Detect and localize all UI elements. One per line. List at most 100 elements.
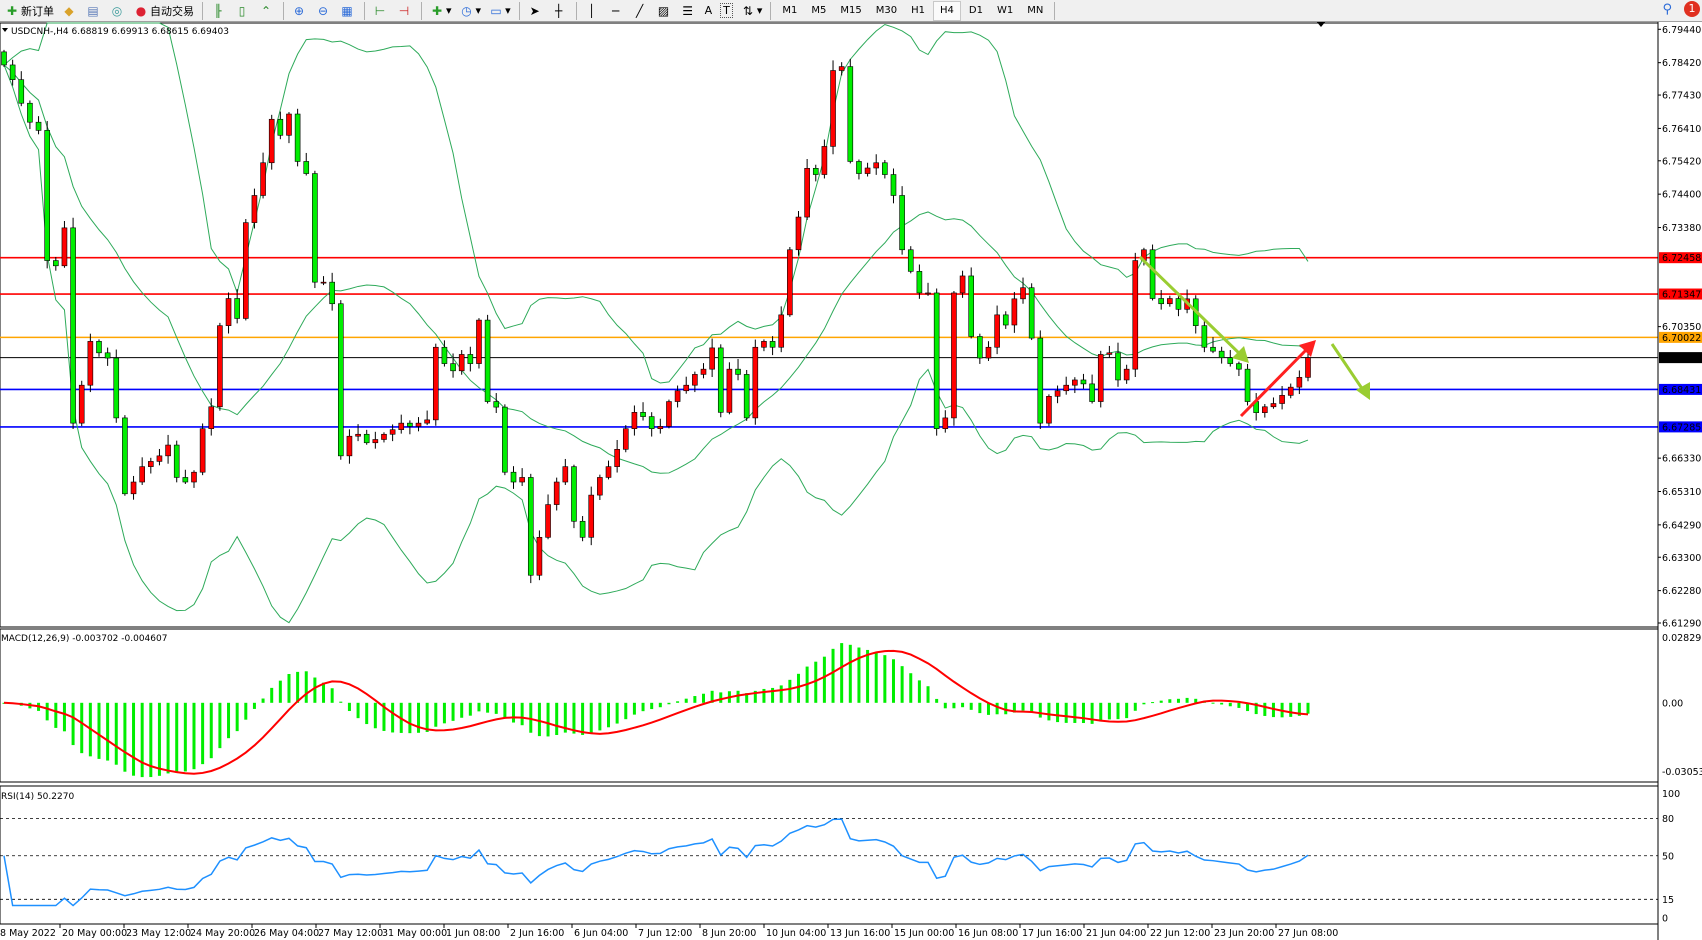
channel-button[interactable]: ▨ [654, 1, 676, 21]
macd-histogram-bar [986, 702, 990, 715]
macd-histogram-bar [175, 702, 179, 773]
candle-body [372, 439, 379, 444]
chart-shift-button[interactable]: ⊣ [394, 1, 416, 21]
candle [1262, 404, 1268, 418]
time-axis-label: 7 Jun 12:00 [638, 928, 692, 939]
analysis-arrows[interactable] [1138, 255, 1370, 418]
price-axis-label: 6.79440 [1662, 25, 1701, 36]
divider [1054, 1, 1056, 20]
candlestick-button[interactable]: ▯ [232, 1, 254, 21]
candle-body [674, 390, 681, 402]
price-axis-label: 6.71347 [1662, 290, 1701, 301]
price-axis-label: 6.73380 [1662, 223, 1701, 234]
text-label-button[interactable]: T [717, 1, 736, 21]
projection-arrow[interactable] [1330, 343, 1367, 394]
chart-shift-marker-icon[interactable] [1316, 22, 1326, 27]
periods-button[interactable]: ◷ ▾ [461, 3, 482, 18]
arrow-head-icon [1232, 346, 1249, 363]
candle [1132, 252, 1139, 378]
candle-body [337, 303, 344, 457]
terminal-icon: ▤ [87, 3, 99, 18]
horizontal-line-button[interactable]: ─ [606, 1, 628, 21]
timeframe-m30[interactable]: M30 [875, 5, 898, 16]
candle-body [355, 433, 361, 437]
auto-trading-button[interactable]: ● 自动交易 [135, 3, 194, 18]
candle-body [942, 417, 949, 429]
candle [355, 424, 361, 442]
vertical-line-button[interactable]: │ [582, 1, 604, 21]
indicators-button[interactable]: ✚ ▾ [431, 3, 452, 18]
down-trend-arrow[interactable] [1138, 255, 1245, 359]
timeframe-d1[interactable]: D1 [968, 5, 983, 16]
timeframe-w1[interactable]: W1 [996, 5, 1014, 16]
fibonacci-button[interactable]: ☰ [678, 1, 700, 21]
time-axis-label: 2 Jun 16:00 [510, 928, 564, 939]
candle-body [579, 520, 586, 538]
text-button[interactable]: A [704, 4, 713, 17]
candle [1106, 345, 1113, 358]
bar-chart-icon: ╟ [214, 3, 222, 18]
candle [916, 264, 923, 299]
crosshair-button[interactable]: ┼ [549, 1, 571, 21]
candle [432, 343, 439, 426]
auto-scroll-button[interactable]: ⊢ [370, 1, 392, 21]
macd-histogram-bar [615, 702, 619, 724]
candle [484, 314, 491, 404]
bar-chart-button[interactable]: ╟ [208, 1, 230, 21]
notification-badge[interactable]: 1 [1684, 1, 1700, 17]
candle [1028, 283, 1035, 341]
signals-button[interactable]: ◎ [107, 1, 129, 21]
macd-histogram-bar [1185, 697, 1189, 703]
timeframe-h1[interactable]: H1 [911, 5, 925, 16]
macd-histogram-bar [701, 693, 705, 703]
macd-histogram-bar [1168, 699, 1172, 703]
candle-body [104, 352, 111, 359]
candle [1296, 370, 1303, 395]
tile-windows-button[interactable]: ▦ [337, 1, 359, 21]
macd-histogram-bar [624, 702, 628, 720]
timeframe-m15[interactable]: M15 [840, 5, 862, 16]
timeframe-mn[interactable]: MN [1027, 5, 1044, 16]
metaeditor-button[interactable]: ◆ [59, 1, 81, 21]
macd-histogram-bar [71, 702, 75, 746]
candle-body [294, 113, 301, 162]
zoom-in-button[interactable]: ⊕ [289, 1, 311, 21]
price-level-tag [1659, 331, 1702, 343]
macd-histogram-bar [779, 685, 783, 703]
candle-body [562, 466, 569, 483]
candle [303, 152, 310, 176]
arrows-button[interactable]: ⇅ ▾ [742, 3, 763, 18]
time-axis-label: 17 Jun 16:00 [1022, 928, 1082, 939]
macd-histogram-bar [192, 702, 196, 770]
templates-button[interactable]: ▭ ▾ [490, 3, 511, 18]
trendline-button[interactable]: ╱ [630, 1, 652, 21]
chart-window[interactable]: 6.79440 6.78420 6.77430 6.76410 6.75420 6.744… [0, 22, 1702, 940]
macd-histogram-bar [632, 702, 636, 715]
macd-histogram-bar [529, 702, 533, 733]
candle [1080, 373, 1087, 389]
candle [847, 58, 854, 164]
up-trend-arrow[interactable] [1239, 344, 1312, 418]
candle-body [61, 227, 68, 267]
timeframe-h4[interactable]: H4 [933, 0, 961, 21]
macd-histogram-bar [252, 702, 256, 709]
candle-body [977, 336, 983, 359]
timeframe-m1[interactable]: M1 [782, 5, 798, 16]
cursor-button[interactable]: ➤ [525, 1, 547, 21]
time-axis-label: 16 Jun 08:00 [958, 928, 1018, 939]
time-axis-label: 10 Jun 04:00 [766, 928, 826, 939]
collapse-arrow-icon[interactable] [2, 28, 8, 32]
search-icon[interactable]: ⚲ [1662, 2, 1672, 17]
macd-header: MACD(12,26,9) -0.003702 -0.004607 [1, 634, 167, 644]
candle-body [752, 346, 759, 419]
candle-body [899, 195, 905, 251]
candle [1158, 290, 1164, 310]
terminal-button[interactable]: ▤ [83, 1, 105, 21]
macd-histogram-bar [917, 680, 921, 703]
timeframe-m5[interactable]: M5 [811, 5, 827, 16]
line-chart-button[interactable]: ⌃ [256, 1, 278, 21]
zoom-out-button[interactable]: ⊖ [313, 1, 335, 21]
time-axis-label: 23 Jun 20:00 [1214, 928, 1274, 939]
new-order-button[interactable]: ✚ 新订单 [6, 3, 54, 18]
